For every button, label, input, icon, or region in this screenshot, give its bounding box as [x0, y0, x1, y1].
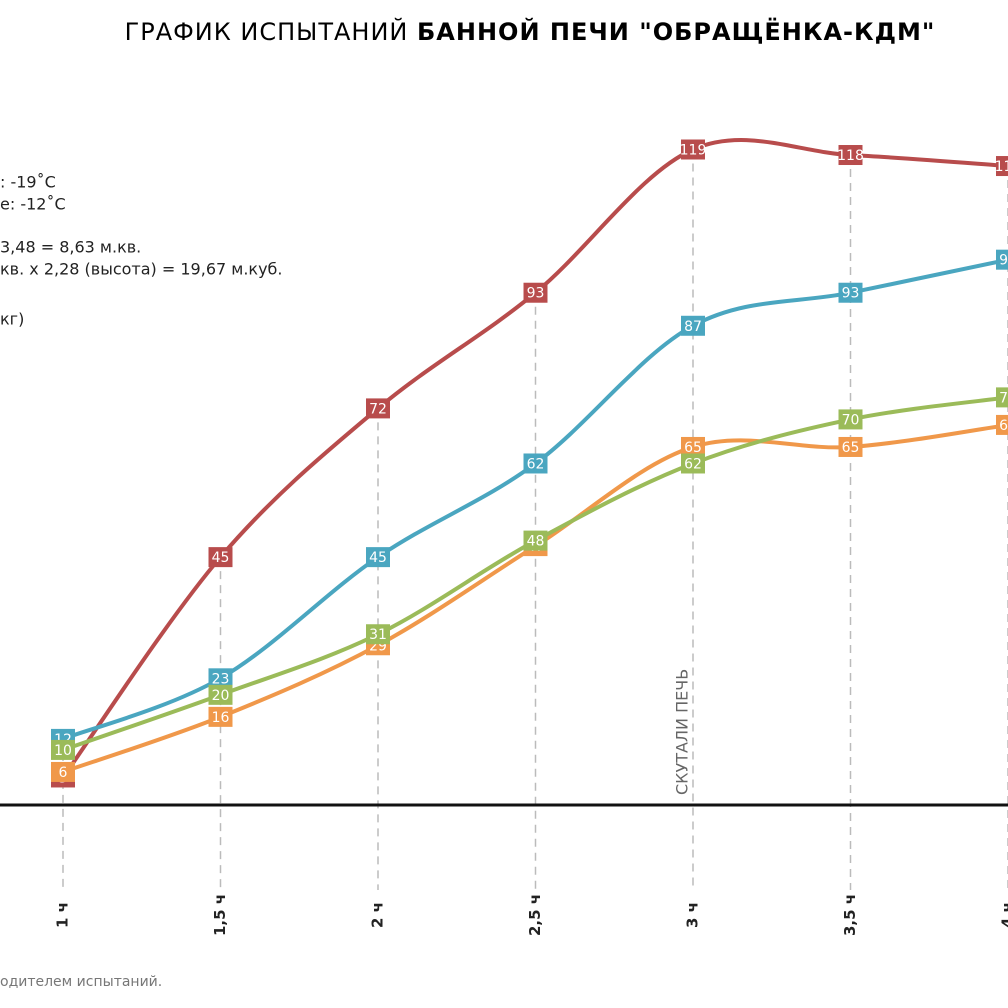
annotations: : -19˚C e: -12˚C 3,48 = 8,63 м.кв. кв. х 2,… — [0, 173, 283, 329]
data-label: 93 — [523, 282, 548, 303]
x-tick-label: 1,5 ч — [211, 894, 229, 936]
title-regular: ГРАФИК ИСПЫТАНИЙ — [125, 17, 417, 46]
data-label-text: 6 — [59, 765, 68, 781]
data-label-box — [366, 547, 390, 568]
data-label-box — [681, 315, 705, 336]
data-label: 6 — [51, 761, 75, 782]
title-bold: БАННОЙ ПЕЧИ "ОБРАЩЁНКА-КДМ" — [417, 17, 935, 46]
data-label: 62 — [523, 453, 548, 474]
data-label-box — [838, 409, 863, 430]
data-label: 119 — [680, 139, 707, 160]
data-label-box — [523, 530, 548, 551]
annotation: : -19˚C — [0, 173, 56, 192]
data-label: 118 — [837, 145, 864, 166]
x-tick-label: 1 ч — [54, 902, 72, 928]
data-label-text: 87 — [684, 319, 702, 335]
data-label: 31 — [366, 624, 390, 645]
data-label-box — [366, 398, 390, 419]
data-label: 16 — [208, 706, 233, 727]
data-label-box — [208, 706, 233, 727]
data-label: 93 — [838, 282, 863, 303]
data-label-box — [208, 547, 233, 568]
data-label-text: 62 — [684, 456, 702, 472]
x-tick-label: 4 ч — [999, 902, 1008, 928]
data-label: 69 — [996, 414, 1008, 435]
footer: одителем испытаний. — [0, 974, 162, 990]
data-label: 10 — [51, 739, 75, 760]
data-label-text: 99 — [999, 253, 1008, 269]
annotation: кв. х 2,28 (высота) = 19,67 м.куб. — [0, 260, 283, 279]
data-label-text: 62 — [527, 456, 545, 472]
data-label: 45 — [366, 547, 390, 568]
data-label-box — [208, 668, 233, 689]
data-label: 65 — [681, 436, 705, 457]
data-label-box — [996, 387, 1008, 408]
annotation: 3,48 = 8,63 м.кв. — [0, 238, 141, 257]
data-label-box — [681, 139, 705, 160]
data-label-box — [996, 414, 1008, 435]
data-label: 99 — [996, 249, 1008, 270]
data-label-text: 23 — [212, 671, 230, 687]
x-tick-label: 3,5 ч — [841, 894, 859, 936]
data-label-text: 45 — [369, 550, 387, 566]
data-label-text: 93 — [842, 286, 860, 302]
data-label-box — [838, 145, 863, 166]
marker-annotation: СКУТАЛИ ПЕЧЬ — [673, 669, 692, 795]
data-label-text: 16 — [212, 710, 230, 726]
data-label-box — [681, 436, 705, 457]
data-label-text: 65 — [842, 440, 860, 456]
data-label-box — [996, 156, 1008, 177]
data-label: 74 — [996, 387, 1008, 408]
data-label: 62 — [681, 453, 705, 474]
data-label: 65 — [838, 436, 863, 457]
data-label-text: 116 — [995, 159, 1008, 175]
data-label-box — [51, 739, 75, 760]
data-label: 20 — [208, 684, 233, 705]
data-label-text: 65 — [684, 440, 702, 456]
x-tick-label: 3 ч — [684, 902, 702, 928]
data-label: 72 — [366, 398, 390, 419]
chart-title: ГРАФИК ИСПЫТАНИЙ БАННОЙ ПЕЧИ "ОБРАЩЁНКА-… — [125, 17, 936, 46]
data-label: 70 — [838, 409, 863, 430]
data-label-box — [208, 684, 233, 705]
data-label-text: 31 — [369, 627, 387, 643]
data-label: 116 — [995, 156, 1008, 177]
data-label-text: 48 — [527, 534, 545, 550]
x-tick-label: 2,5 ч — [526, 894, 544, 936]
data-label-text: 70 — [842, 412, 860, 428]
data-label-box — [838, 436, 863, 457]
data-label-text: 45 — [212, 550, 230, 566]
data-label-text: 119 — [680, 143, 707, 159]
data-label-box — [51, 761, 75, 782]
annotation: кг) — [0, 310, 24, 329]
annotation: e: -12˚C — [0, 195, 66, 214]
data-label-box — [996, 249, 1008, 270]
data-label-text: 69 — [999, 418, 1008, 434]
data-label: 23 — [208, 668, 233, 689]
data-label-text: 72 — [369, 401, 387, 417]
data-label: 87 — [681, 315, 705, 336]
data-label-text: 93 — [527, 286, 545, 302]
data-label-text: 10 — [54, 743, 72, 759]
data-label-text: 20 — [212, 688, 230, 704]
series-line — [62, 257, 1008, 741]
data-label-box — [681, 453, 705, 474]
data-label: 48 — [523, 530, 548, 551]
data-label-box — [523, 282, 548, 303]
data-label: 45 — [208, 547, 233, 568]
data-label-text: 74 — [999, 390, 1008, 406]
data-label-box — [838, 282, 863, 303]
data-label-box — [366, 624, 390, 645]
data-label-box — [523, 453, 548, 474]
data-label-text: 118 — [837, 148, 864, 164]
x-tick-label: 2 ч — [369, 902, 387, 928]
